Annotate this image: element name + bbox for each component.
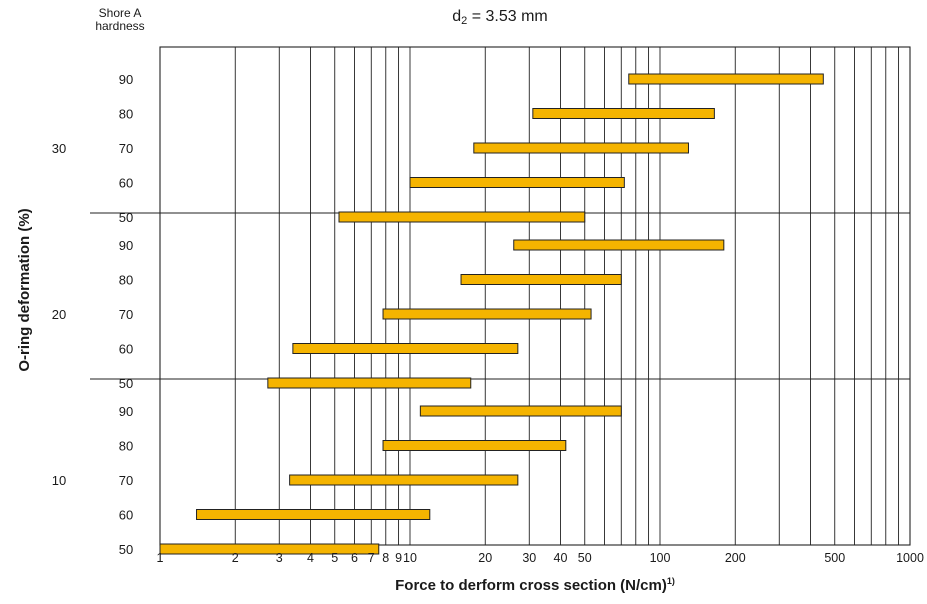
range-bar [382, 308, 592, 320]
x-tick-label: 100 [650, 551, 671, 565]
range-bar [409, 177, 625, 188]
plot-frame [159, 46, 911, 546]
range-bar [382, 440, 567, 451]
hardness-label: 50 [119, 376, 133, 391]
hardness-label: 60 [119, 508, 133, 523]
hardness-label: 90 [119, 404, 133, 419]
hardness-label: 80 [119, 273, 133, 288]
x-tick-label: 30 [522, 551, 536, 565]
x-tick-label: 2 [232, 551, 239, 565]
x-axis-label-footnote: 1) [666, 576, 675, 586]
range-bar [159, 543, 380, 555]
range-bar [628, 73, 824, 85]
deformation-label: 10 [52, 473, 66, 488]
hardness-label: 50 [119, 542, 133, 557]
x-tick-label: 20 [478, 551, 492, 565]
x-tick-label: 6 [351, 551, 358, 565]
x-tick-label: 1000 [896, 551, 924, 565]
x-tick-label: 9 [395, 551, 402, 565]
x-tick-label: 7 [368, 551, 375, 565]
range-bar [473, 142, 689, 154]
x-tick-label: 1 [157, 551, 164, 565]
x-tick-label: 50 [578, 551, 592, 565]
x-axis-label: Force to derform cross section (N/cm)1) [160, 576, 910, 594]
x-tick-label: 4 [307, 551, 314, 565]
hardness-label: 70 [119, 141, 133, 156]
range-bar [289, 474, 519, 486]
x-tick-label: 10 [403, 551, 417, 565]
range-bar [267, 377, 472, 389]
hardness-label: 70 [119, 473, 133, 488]
title-subscript: 2 [461, 15, 468, 27]
range-bar [419, 405, 622, 417]
hardness-label: 60 [119, 176, 133, 191]
hardness-label: 60 [119, 342, 133, 357]
shore-hardness-label: Shore A hardness [70, 7, 170, 33]
title-rest: = 3.53 mm [467, 8, 548, 25]
x-tick-label: 40 [554, 551, 568, 565]
hardness-label: 90 [119, 72, 133, 87]
range-bar [460, 274, 622, 285]
x-tick-label: 5 [331, 551, 338, 565]
hardness-label: 50 [119, 210, 133, 225]
shore-hardness-label-line2: hardness [95, 19, 145, 33]
x-tick-label: 200 [725, 551, 746, 565]
range-bar [196, 509, 431, 520]
x-tick-label: 8 [382, 551, 389, 565]
x-tick-label: 3 [276, 551, 283, 565]
hardness-label: 80 [119, 439, 133, 454]
title-main: d [452, 8, 462, 25]
x-tick-label: 500 [824, 551, 845, 565]
hardness-label: 90 [119, 238, 133, 253]
hardness-label: 70 [119, 307, 133, 322]
shore-hardness-label-line1: Shore A [98, 6, 142, 20]
range-bar [532, 108, 715, 119]
deformation-label: 20 [52, 307, 66, 322]
range-bar [513, 239, 725, 251]
range-bar [292, 343, 519, 354]
deformation-label: 30 [52, 141, 66, 156]
chart-title: d2 = 3.53 mm [380, 8, 620, 27]
x-axis-label-main: Force to derform cross section (N/cm) [395, 577, 667, 594]
range-bar [338, 211, 586, 223]
hardness-label: 80 [119, 107, 133, 122]
